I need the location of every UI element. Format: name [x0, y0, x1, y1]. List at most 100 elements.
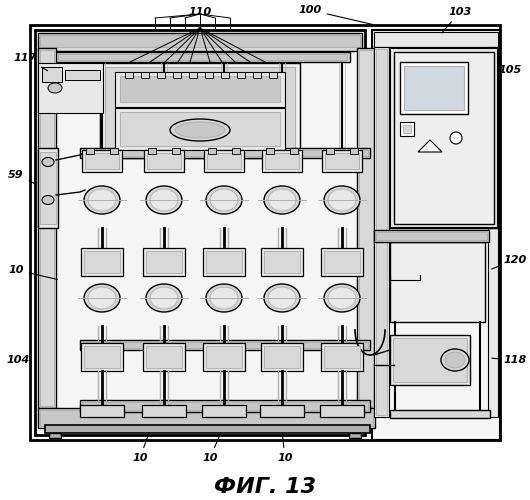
- Bar: [58, 54, 347, 60]
- Bar: [40, 410, 373, 426]
- Bar: [349, 433, 361, 438]
- Text: 103: 103: [442, 7, 472, 33]
- Text: 59: 59: [8, 170, 36, 184]
- Bar: [265, 153, 299, 169]
- Bar: [322, 150, 362, 172]
- Ellipse shape: [48, 83, 62, 93]
- Bar: [372, 30, 500, 440]
- Bar: [290, 148, 298, 154]
- Bar: [120, 76, 280, 102]
- Bar: [324, 346, 360, 368]
- Bar: [146, 346, 182, 368]
- Bar: [38, 408, 375, 428]
- Bar: [40, 50, 54, 406]
- Ellipse shape: [42, 158, 54, 166]
- Bar: [400, 62, 468, 114]
- Ellipse shape: [268, 189, 296, 211]
- Bar: [40, 152, 56, 224]
- Bar: [144, 150, 184, 172]
- Bar: [400, 122, 414, 136]
- Bar: [357, 48, 375, 408]
- Bar: [38, 48, 56, 408]
- Bar: [82, 402, 368, 410]
- Bar: [157, 72, 165, 78]
- Bar: [262, 150, 302, 172]
- Bar: [390, 335, 470, 385]
- Bar: [143, 343, 185, 371]
- Bar: [253, 72, 261, 78]
- Bar: [260, 405, 304, 417]
- Bar: [404, 66, 464, 110]
- Bar: [205, 72, 213, 78]
- Bar: [374, 230, 489, 242]
- Bar: [148, 148, 156, 154]
- Bar: [376, 49, 387, 415]
- Bar: [147, 153, 181, 169]
- Bar: [269, 72, 277, 78]
- Bar: [80, 340, 370, 350]
- Bar: [55, 52, 350, 62]
- Ellipse shape: [150, 287, 178, 309]
- Bar: [172, 148, 180, 154]
- Bar: [100, 63, 300, 158]
- Ellipse shape: [88, 189, 116, 211]
- Bar: [203, 343, 245, 371]
- Bar: [45, 425, 370, 433]
- Bar: [350, 148, 358, 154]
- Bar: [115, 72, 285, 107]
- Bar: [125, 72, 133, 78]
- Bar: [208, 148, 216, 154]
- Text: ФИГ. 13: ФИГ. 13: [214, 477, 316, 497]
- Bar: [81, 343, 123, 371]
- Bar: [110, 148, 118, 154]
- Bar: [390, 410, 490, 418]
- Bar: [207, 153, 241, 169]
- Bar: [266, 148, 274, 154]
- Bar: [326, 148, 334, 154]
- Bar: [359, 50, 373, 406]
- Bar: [143, 248, 185, 276]
- Bar: [324, 251, 360, 273]
- Bar: [488, 47, 498, 417]
- Bar: [84, 251, 120, 273]
- Bar: [80, 400, 370, 412]
- Bar: [203, 248, 245, 276]
- Ellipse shape: [206, 284, 242, 312]
- Bar: [82, 342, 368, 348]
- Ellipse shape: [146, 284, 182, 312]
- Ellipse shape: [445, 352, 465, 368]
- Bar: [30, 25, 500, 440]
- Text: 110: 110: [188, 7, 211, 17]
- Bar: [40, 35, 360, 47]
- Bar: [80, 405, 124, 417]
- Ellipse shape: [264, 186, 300, 214]
- Bar: [65, 70, 100, 80]
- Bar: [394, 52, 494, 224]
- Bar: [141, 72, 149, 78]
- Ellipse shape: [88, 287, 116, 309]
- Bar: [189, 72, 197, 78]
- Text: 10: 10: [132, 432, 149, 463]
- Bar: [81, 248, 123, 276]
- Bar: [390, 242, 485, 322]
- Text: 10: 10: [277, 433, 293, 463]
- Bar: [80, 148, 370, 158]
- Text: 120: 120: [492, 255, 527, 269]
- Bar: [42, 67, 62, 82]
- Bar: [38, 33, 362, 51]
- Ellipse shape: [210, 189, 238, 211]
- Bar: [206, 346, 242, 368]
- Bar: [374, 32, 498, 47]
- Ellipse shape: [210, 287, 238, 309]
- Bar: [84, 346, 120, 368]
- Ellipse shape: [441, 349, 469, 371]
- Bar: [86, 148, 94, 154]
- Text: 104: 104: [6, 355, 35, 365]
- Bar: [237, 72, 245, 78]
- Bar: [376, 232, 487, 240]
- Ellipse shape: [84, 186, 120, 214]
- Bar: [321, 248, 363, 276]
- Ellipse shape: [268, 287, 296, 309]
- Bar: [120, 112, 280, 146]
- Text: 10: 10: [202, 432, 221, 463]
